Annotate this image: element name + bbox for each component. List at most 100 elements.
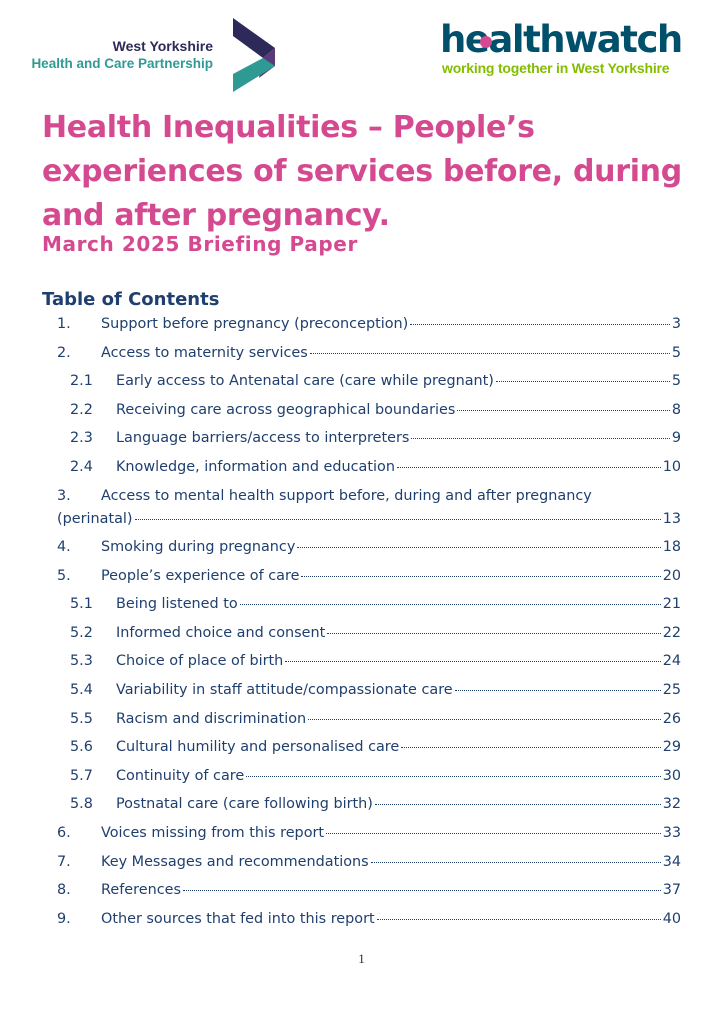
toc-entry-page: 5: [671, 373, 681, 390]
toc-dot-leader: [410, 324, 670, 325]
toc-entry-number: 3.: [57, 487, 71, 504]
toc-entry[interactable]: 5. People’s experience of care 20: [0, 565, 723, 594]
toc-entry-label: Smoking during pregnancy: [101, 539, 296, 556]
toc-dot-leader: [297, 547, 661, 549]
toc-entry-label: Access to maternity services: [101, 344, 308, 361]
toc-entry-number: 5.5: [70, 710, 93, 727]
toc-entry-label: Variability in staff attitude/compassion…: [116, 682, 453, 699]
toc-entry-page: 18: [662, 539, 681, 556]
toc-dot-leader: [285, 661, 661, 663]
partnership-logo-line2: Health and Care Partnership: [31, 56, 213, 71]
toc-entry-label: Postnatal care (care following birth): [116, 796, 373, 813]
toc-entry-label-continued: (perinatal): [57, 510, 133, 527]
toc-entry[interactable]: 5.6 Cultural humility and personalised c…: [0, 736, 723, 765]
toc-entry-number: 5.: [57, 567, 71, 584]
toc-dot-leader: [308, 718, 661, 720]
toc-entry[interactable]: 5.4 Variability in staff attitude/compas…: [0, 679, 723, 708]
toc-dot-leader: [246, 775, 661, 777]
toc-entry-page: 29: [662, 739, 681, 756]
toc-entry[interactable]: 4. Smoking during pregnancy 18: [0, 536, 723, 565]
toc-entry-label: Access to mental health support before, …: [101, 487, 592, 504]
toc-dot-leader: [396, 466, 661, 468]
healthwatch-logo: healthwatch working together in West Yor…: [440, 18, 695, 76]
toc-dot-leader: [309, 352, 670, 354]
toc-entry-number: 5.4: [70, 682, 93, 699]
toc-dot-leader: [411, 438, 670, 440]
toc-entry[interactable]: 5.5 Racism and discrimination 26: [0, 708, 723, 737]
toc-entry-number: 5.7: [70, 767, 93, 784]
toc-entry-label: Being listened to: [116, 596, 238, 613]
healthwatch-tagline: working together in West Yorkshire: [442, 60, 670, 76]
toc-entry-page: 40: [662, 910, 681, 927]
toc-entry[interactable]: 3. Access to mental health support befor…: [0, 485, 723, 537]
toc-entry[interactable]: 5.8 Postnatal care (care following birth…: [0, 793, 723, 822]
toc-entry-label: References: [101, 882, 181, 899]
toc-entry-page: 30: [662, 767, 681, 784]
toc-entry-label: Language barriers/access to interpreters: [116, 430, 410, 447]
toc-entry[interactable]: 9. Other sources that fed into this repo…: [0, 908, 723, 937]
toc-dot-leader: [182, 890, 661, 892]
toc-entry-label: Voices missing from this report: [101, 825, 325, 841]
toc-entry-number: 5.8: [70, 796, 93, 813]
document-subtitle: March 2025 Briefing Paper: [42, 232, 358, 256]
toc-entry-label: Early access to Antenatal care (care whi…: [116, 373, 494, 390]
toc-dot-leader: [374, 804, 661, 806]
toc-entry-page: 8: [671, 401, 681, 418]
toc-entry[interactable]: 2. Access to maternity services 5: [0, 342, 723, 371]
toc-entry-page: 10: [662, 458, 681, 475]
toc-entry[interactable]: 7. Key Messages and recommendations 34: [0, 851, 723, 880]
toc-entry-number: 6.: [57, 825, 71, 841]
toc-entry-page: 5: [671, 344, 681, 361]
toc-entry[interactable]: 8. References 37: [0, 879, 723, 908]
toc-entry[interactable]: 2.4 Knowledge, information and education…: [0, 456, 723, 485]
toc-heading: Table of Contents: [42, 289, 220, 310]
toc-entry-page: 34: [662, 853, 681, 870]
toc-entry-page: 32: [662, 796, 681, 813]
table-of-contents: 1. Support before pregnancy (preconcepti…: [0, 313, 723, 936]
toc-dot-leader: [457, 409, 670, 411]
toc-entry-page: 25: [662, 682, 681, 699]
page-number: 1: [358, 951, 365, 966]
toc-entry-number: 9.: [57, 910, 71, 927]
toc-entry-label: Informed choice and consent: [116, 624, 326, 641]
toc-entry-number: 1.: [57, 316, 71, 332]
toc-entry-number: 2.3: [70, 430, 93, 447]
toc-dot-leader: [327, 632, 661, 634]
toc-entry-page: 20: [662, 567, 681, 584]
toc-dot-leader: [401, 747, 661, 749]
west-yorkshire-partnership-logo: West Yorkshire Health and Care Partnersh…: [31, 18, 275, 92]
toc-entry-number: 4.: [57, 539, 71, 556]
toc-entry[interactable]: 5.3 Choice of place of birth 24: [0, 650, 723, 679]
healthwatch-wordmark: healthwatch: [440, 18, 683, 61]
toc-entry[interactable]: 5.1 Being listened to 21: [0, 593, 723, 622]
toc-entry[interactable]: 2.2 Receiving care across geographical b…: [0, 399, 723, 428]
toc-entry-page: 33: [662, 825, 681, 841]
toc-entry-page: 22: [662, 624, 681, 641]
toc-entry[interactable]: 2.1 Early access to Antenatal care (care…: [0, 370, 723, 399]
toc-entry[interactable]: 1. Support before pregnancy (preconcepti…: [0, 313, 723, 342]
document-title: Health Inequalities – People’s experienc…: [42, 110, 682, 233]
toc-dot-leader: [376, 918, 661, 920]
toc-entry[interactable]: 6. Voices missing from this report 33: [0, 822, 723, 851]
toc-entry-number: 8.: [57, 882, 71, 899]
toc-entry-label: Continuity of care: [116, 767, 245, 784]
toc-dot-leader: [301, 575, 661, 577]
toc-entry-number: 7.: [57, 853, 71, 870]
partnership-chevron-icon: [233, 18, 275, 92]
toc-entry-page: 26: [662, 710, 681, 727]
toc-entry-number: 5.6: [70, 739, 93, 756]
toc-entry-label: Support before pregnancy (preconception): [101, 316, 409, 332]
toc-entry[interactable]: 5.2 Informed choice and consent 22: [0, 622, 723, 651]
toc-entry-number: 2.2: [70, 401, 93, 418]
toc-entry-label: Other sources that fed into this report: [101, 910, 375, 927]
toc-entry-label: Choice of place of birth: [116, 653, 284, 670]
toc-dot-leader: [326, 833, 661, 834]
toc-entry[interactable]: 5.7 Continuity of care 30: [0, 765, 723, 794]
toc-entry-number: 2.1: [70, 373, 93, 390]
toc-entry-label: Knowledge, information and education: [116, 458, 395, 475]
toc-entry-page: 9: [671, 430, 681, 447]
page-header: West Yorkshire Health and Care Partnersh…: [0, 0, 723, 100]
toc-entry-page: 3: [671, 316, 681, 332]
toc-entry[interactable]: 2.3 Language barriers/access to interpre…: [0, 427, 723, 456]
toc-entry-page: 37: [662, 882, 681, 899]
